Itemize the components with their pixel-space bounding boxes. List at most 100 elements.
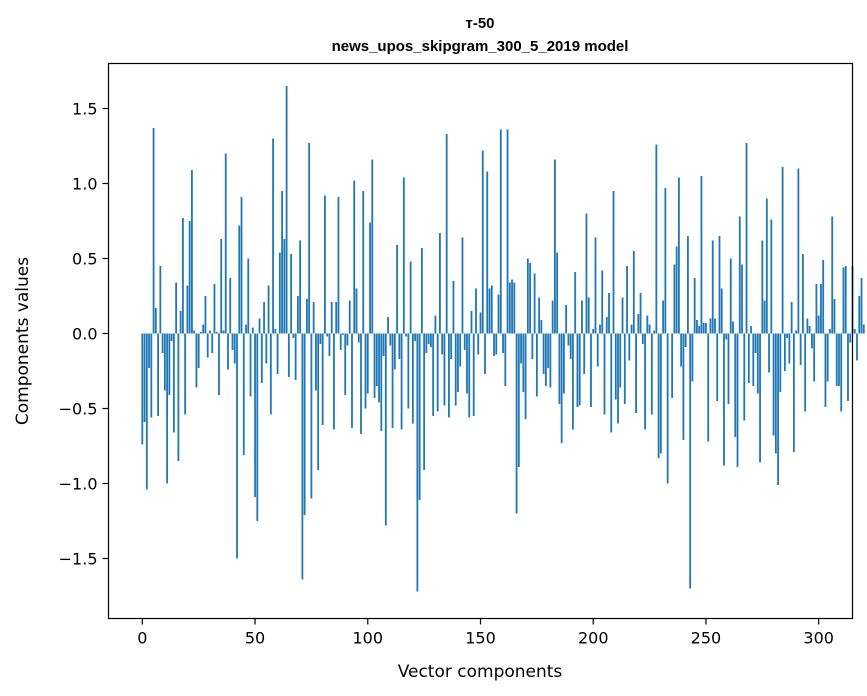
bar — [393, 333, 396, 370]
bar — [565, 305, 568, 334]
bar — [592, 329, 595, 334]
bar — [833, 299, 836, 334]
bar — [240, 197, 243, 334]
bar — [233, 333, 236, 364]
bar — [659, 333, 662, 454]
bar — [590, 333, 592, 407]
bar — [328, 333, 331, 356]
bar — [175, 282, 178, 334]
bar — [357, 333, 360, 343]
bar — [531, 333, 534, 359]
bars-group — [141, 86, 865, 592]
bar — [635, 333, 637, 413]
bar — [441, 333, 444, 355]
bar — [725, 333, 728, 340]
bar — [457, 333, 459, 392]
bar — [299, 240, 302, 334]
bar — [838, 333, 840, 386]
bar — [815, 284, 818, 334]
bar — [159, 266, 162, 334]
bar — [786, 333, 789, 338]
bar — [533, 273, 536, 334]
bar — [637, 314, 640, 334]
bar — [567, 333, 570, 346]
bar — [400, 333, 403, 430]
bar — [632, 251, 635, 334]
bar — [743, 333, 746, 421]
bar — [802, 254, 804, 334]
bar — [373, 333, 376, 398]
bar — [186, 285, 189, 334]
chart-subtitle: news_upos_skipgram_300_5_2019 model — [332, 38, 629, 55]
bar — [840, 333, 843, 412]
bar — [344, 333, 347, 395]
bar — [339, 333, 342, 350]
bar — [355, 288, 358, 334]
bar — [822, 260, 825, 334]
bar — [283, 239, 286, 334]
bar — [727, 333, 730, 404]
bar — [145, 333, 148, 490]
bar — [698, 326, 701, 334]
bar — [723, 333, 725, 466]
bar — [274, 329, 277, 334]
bar — [608, 293, 610, 334]
bar — [166, 333, 169, 484]
bar — [342, 333, 344, 335]
bar — [319, 333, 322, 344]
bar — [576, 333, 579, 407]
bar — [484, 333, 486, 374]
bar — [856, 333, 858, 361]
bar — [707, 333, 710, 442]
bar — [409, 261, 412, 334]
x-tick-label: 50 — [245, 629, 265, 648]
bar — [407, 333, 410, 409]
bar — [689, 333, 692, 589]
bar — [705, 323, 707, 334]
bar — [718, 236, 721, 334]
bar — [204, 296, 207, 334]
bar — [754, 333, 757, 353]
chart-title: т-50 — [465, 15, 494, 32]
bar — [734, 333, 737, 437]
bar — [382, 333, 385, 356]
bar — [432, 333, 435, 416]
bar — [858, 296, 861, 334]
bar — [732, 321, 734, 334]
bar — [655, 144, 658, 334]
bar — [416, 333, 419, 592]
bar — [544, 333, 547, 386]
bar — [610, 333, 613, 433]
bar — [596, 333, 599, 367]
bar — [709, 318, 712, 334]
bar — [335, 302, 338, 334]
bar — [741, 264, 743, 334]
bar — [646, 315, 649, 334]
bar — [849, 333, 852, 343]
bar — [375, 333, 378, 386]
bar — [418, 333, 421, 500]
bar — [826, 333, 829, 382]
x-tick-label: 250 — [691, 629, 722, 648]
bar — [387, 317, 389, 334]
bar — [249, 333, 252, 397]
bar — [720, 288, 723, 334]
bar — [443, 333, 446, 406]
bar — [522, 333, 525, 392]
bar — [768, 333, 770, 373]
bar — [182, 218, 184, 334]
bar — [711, 240, 714, 334]
bar — [278, 252, 281, 334]
bar — [860, 278, 863, 334]
bar — [601, 270, 604, 334]
bar — [317, 333, 320, 470]
bar — [150, 333, 153, 418]
bar — [736, 333, 739, 467]
bar — [671, 333, 674, 398]
bar — [777, 333, 779, 485]
bar — [759, 333, 761, 463]
bar — [603, 333, 606, 415]
bar — [799, 333, 802, 365]
bar — [272, 138, 274, 334]
